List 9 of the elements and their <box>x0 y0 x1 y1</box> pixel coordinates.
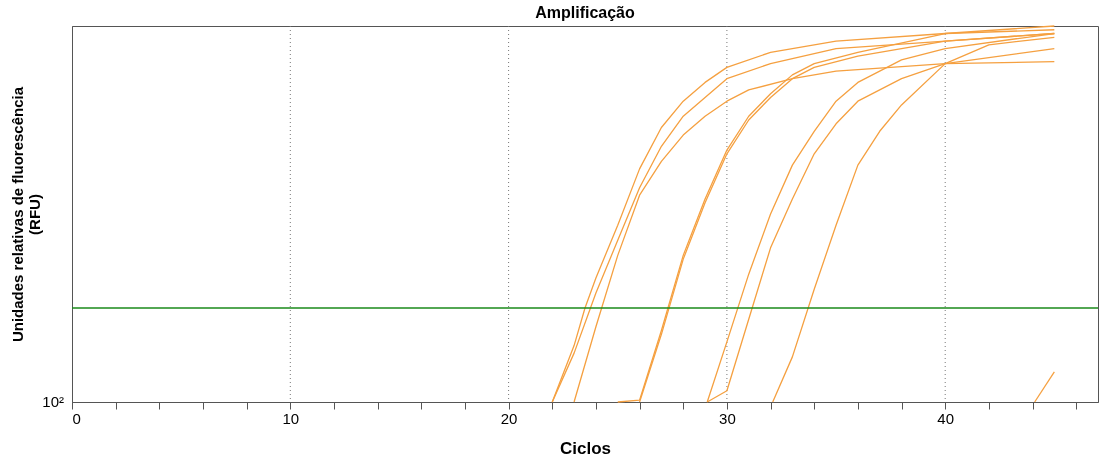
x-tick-label: 20 <box>500 409 518 427</box>
x-axis-title: Ciclos <box>559 438 612 458</box>
x-tick-label: 0 <box>72 409 81 427</box>
x-tick-label: 40 <box>937 409 955 427</box>
x-tick-label: 30 <box>719 409 736 427</box>
y-axis-title: Unidades relativas de fluorescência (RFU) <box>8 86 43 343</box>
text: 10² <box>42 393 64 410</box>
chart-title: Amplificação <box>535 4 636 22</box>
x-tick-label: 10 <box>282 409 300 427</box>
